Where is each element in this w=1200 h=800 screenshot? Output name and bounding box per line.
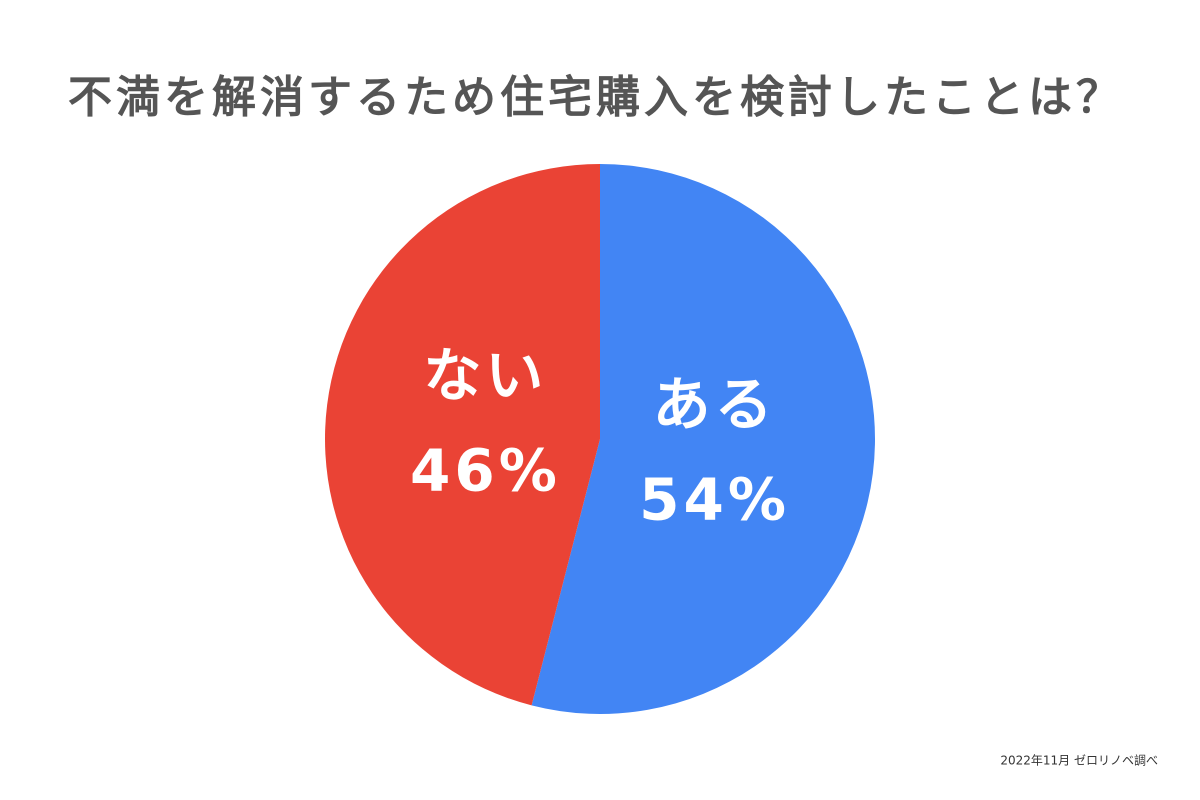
pie-slice bbox=[325, 163, 600, 706]
chart-title: 不満を解消するため住宅購入を検討したことは？ bbox=[68, 72, 1124, 123]
slice-label: ある bbox=[653, 371, 777, 439]
pie-slice bbox=[531, 164, 876, 714]
value-label: 46% bbox=[410, 437, 561, 505]
value-label: 54% bbox=[639, 466, 790, 534]
slice-label: ない bbox=[423, 342, 547, 410]
source-note: 2022年11月 ゼロリノベ調べ bbox=[1000, 754, 1158, 768]
